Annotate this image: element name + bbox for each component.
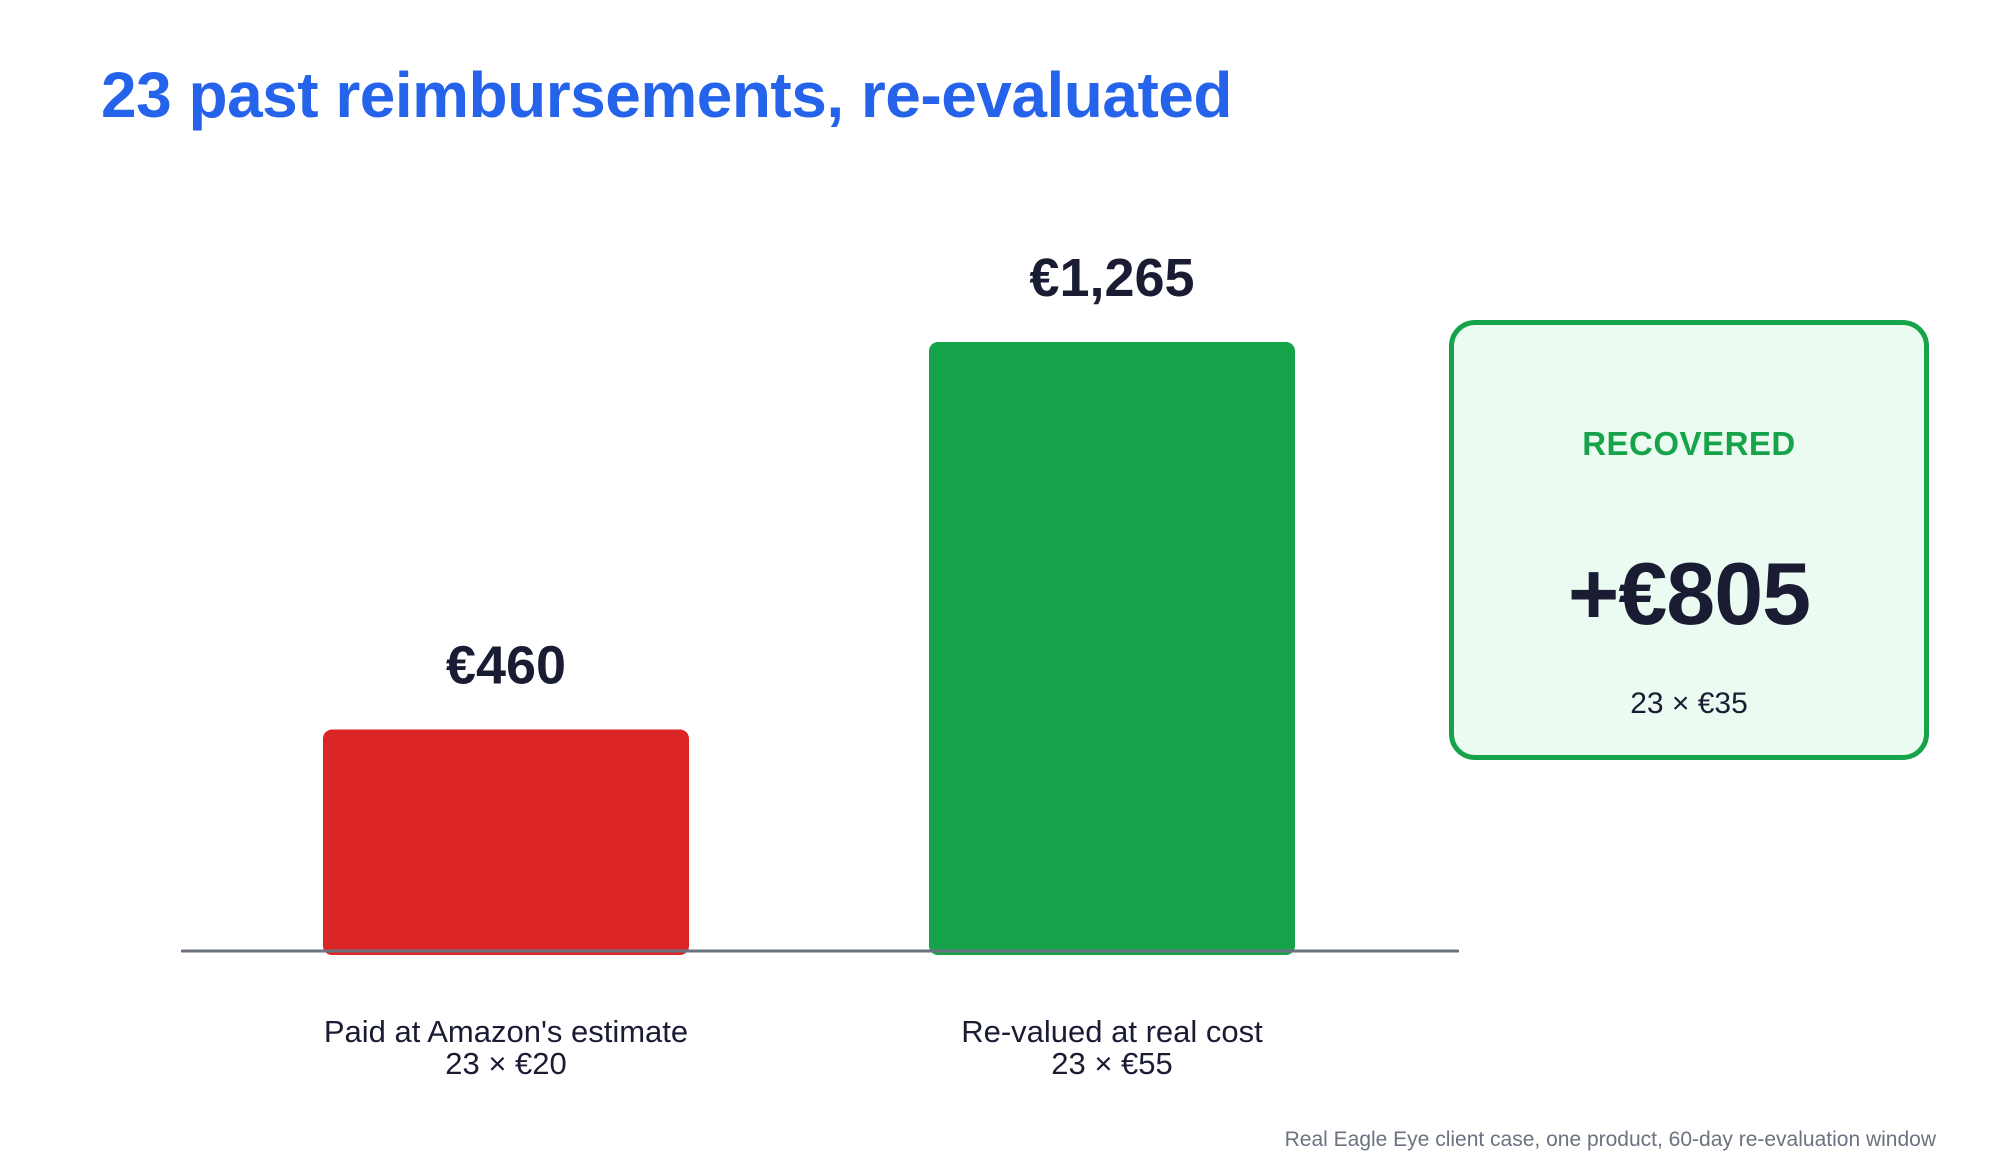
bar-1 bbox=[929, 342, 1295, 955]
category-formula: 23 × €20 bbox=[445, 1046, 567, 1081]
bar-value-label-1: €1,265 bbox=[1029, 248, 1194, 308]
category-formula: 23 × €55 bbox=[1051, 1046, 1173, 1081]
page-title: 23 past reimbursements, re-evaluated bbox=[101, 59, 1232, 131]
bar-0 bbox=[323, 729, 689, 955]
category-label-paid-estimate: Paid at Amazon's estimate 23 × €20 bbox=[296, 1016, 716, 1080]
recovered-card: RECOVERED +€805 23 × €35 bbox=[1449, 320, 1929, 760]
recovered-value: +€805 bbox=[1567, 544, 1811, 643]
category-name: Paid at Amazon's estimate bbox=[323, 1014, 689, 1049]
recovered-label: RECOVERED bbox=[1582, 425, 1796, 462]
category-name: Re-valued at real cost bbox=[961, 1014, 1263, 1049]
bar-value-label-0: €460 bbox=[446, 636, 566, 696]
footnote: Real Eagle Eye client case, one product,… bbox=[1284, 1128, 1936, 1151]
category-label-real-cost: Re-valued at real cost 23 × €55 bbox=[902, 1016, 1322, 1080]
recovered-formula: 23 × €35 bbox=[1630, 687, 1748, 720]
